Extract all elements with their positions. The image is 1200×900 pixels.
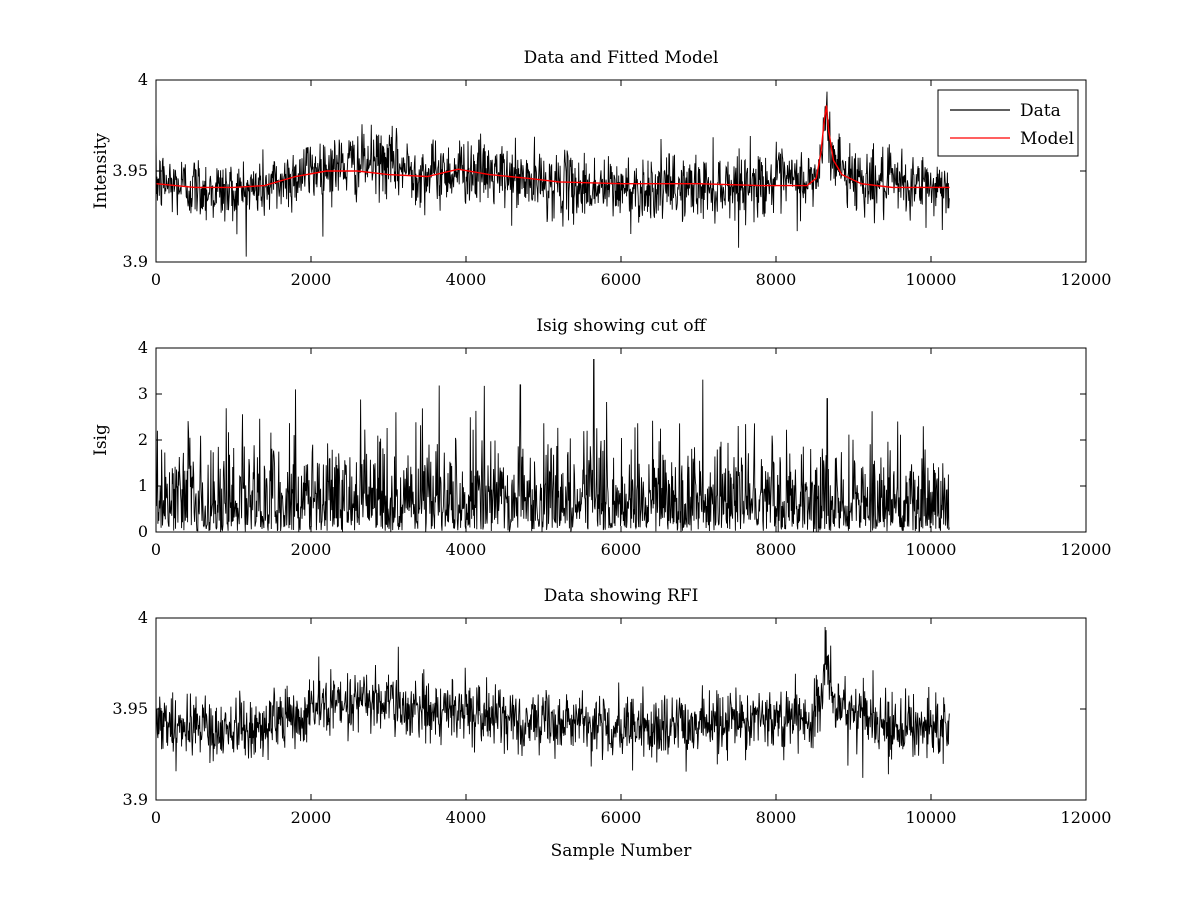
plot-title: Data and Fitted Model bbox=[524, 48, 719, 68]
subplot-3: 0 2000 4000 6000 8000 10000 12000 3.9 3.95 4 Data … bbox=[112, 586, 1111, 861]
subplot-1: 0 2000 4000 6000 8000 10000 12000 3.9 3.95 4 Data … bbox=[91, 48, 1111, 289]
x-tick-label: 2000 bbox=[291, 808, 332, 827]
x-tick-label: 10000 bbox=[906, 270, 957, 289]
x-tick-label: 6000 bbox=[601, 540, 642, 559]
x-tick-label: 2000 bbox=[291, 540, 332, 559]
y-tick-label: 2 bbox=[138, 430, 148, 449]
series-line-data bbox=[156, 626, 950, 778]
x-tick-label: 12000 bbox=[1061, 270, 1112, 289]
x-axis-label: Sample Number bbox=[551, 841, 693, 861]
plot-title: Data showing RFI bbox=[544, 586, 699, 606]
x-tick-label: 4000 bbox=[446, 808, 487, 827]
y-tick-label: 3.9 bbox=[123, 790, 148, 809]
x-tick-label: 6000 bbox=[601, 808, 642, 827]
series-line-isig bbox=[156, 359, 950, 532]
y-tick-label: 3 bbox=[138, 384, 148, 403]
legend: Data Model bbox=[937, 89, 1079, 157]
y-tick-label: 0 bbox=[138, 522, 148, 541]
x-tick-label: 12000 bbox=[1061, 540, 1112, 559]
y-axis-label: Intensity bbox=[91, 133, 111, 209]
legend-label-model: Model bbox=[1020, 129, 1074, 149]
x-tick-label: 10000 bbox=[906, 808, 957, 827]
y-tick-label: 3.95 bbox=[112, 699, 148, 718]
x-tick-label: 12000 bbox=[1061, 808, 1112, 827]
plot-title: Isig showing cut off bbox=[536, 316, 707, 336]
x-tick-label: 0 bbox=[151, 808, 161, 827]
y-tick-label: 4 bbox=[138, 608, 148, 627]
x-tick-label: 2000 bbox=[291, 270, 332, 289]
legend-box bbox=[937, 89, 1079, 157]
y-axis-label: Isig bbox=[91, 424, 111, 456]
x-tick-label: 10000 bbox=[906, 540, 957, 559]
series-line-data bbox=[156, 91, 950, 257]
x-tick-label: 0 bbox=[151, 540, 161, 559]
y-tick-label: 4 bbox=[138, 338, 148, 357]
x-tick-label: 4000 bbox=[446, 540, 487, 559]
subplot-2: 0 2000 4000 6000 8000 10000 12000 0 1 2 3 4 Isig sho… bbox=[91, 316, 1111, 559]
x-tick-label: 8000 bbox=[756, 540, 797, 559]
y-tick-label: 3.9 bbox=[123, 252, 148, 271]
series-line-model bbox=[156, 105, 950, 189]
y-tick-label: 3.95 bbox=[112, 161, 148, 180]
y-tick-label: 1 bbox=[138, 476, 148, 495]
x-tick-label: 0 bbox=[151, 270, 161, 289]
y-tick-label: 4 bbox=[138, 70, 148, 89]
x-tick-label: 4000 bbox=[446, 270, 487, 289]
x-tick-label: 8000 bbox=[756, 270, 797, 289]
x-tick-label: 6000 bbox=[601, 270, 642, 289]
legend-label-data: Data bbox=[1020, 101, 1061, 121]
x-tick-label: 8000 bbox=[756, 808, 797, 827]
